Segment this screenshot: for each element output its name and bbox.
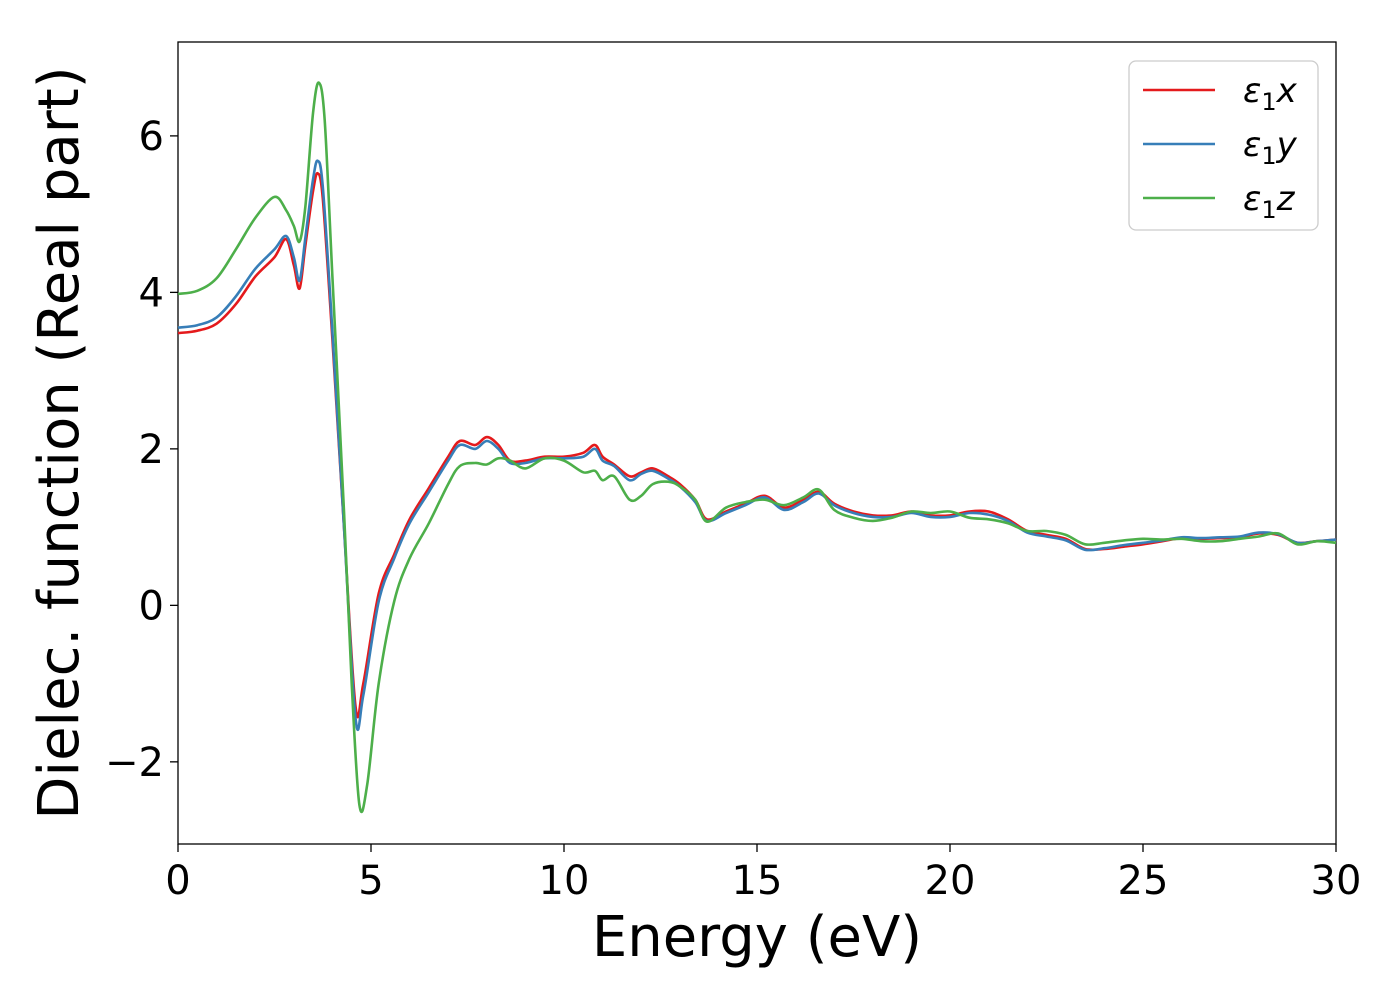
legend: ε1x ε1y ε1z (1128, 60, 1319, 231)
x-axis-label: Energy (eV) (592, 905, 922, 970)
series-line-z (177, 81, 1337, 814)
x-tick-label: 15 (732, 858, 783, 904)
legend-box (1128, 60, 1319, 231)
series-line-x (177, 171, 1337, 719)
x-tick-label: 25 (1118, 858, 1169, 904)
x-tick-label: 5 (358, 858, 383, 904)
legend-label-y: ε1y (1243, 125, 1298, 170)
x-tick-label: 0 (165, 858, 190, 904)
y-tick-label: 0 (139, 583, 164, 629)
legend-label-x: ε1x (1243, 71, 1298, 116)
y-axis-label: Dielec. function (Real part) (27, 66, 92, 819)
y-tick-label: 4 (139, 270, 164, 316)
y-tick-label: 6 (139, 114, 164, 160)
series-line-y (177, 159, 1337, 731)
legend-label-z: ε1z (1243, 179, 1296, 224)
series-lines (177, 81, 1337, 814)
x-tick-label: 30 (1311, 858, 1362, 904)
x-tick-label: 10 (539, 858, 590, 904)
y-axis: −2 0 2 4 6 (105, 114, 178, 786)
y-tick-label: 2 (139, 427, 164, 473)
x-axis: 0 5 10 15 20 25 30 (165, 844, 1361, 904)
x-tick-label: 20 (925, 858, 976, 904)
y-tick-label: −2 (105, 740, 164, 786)
